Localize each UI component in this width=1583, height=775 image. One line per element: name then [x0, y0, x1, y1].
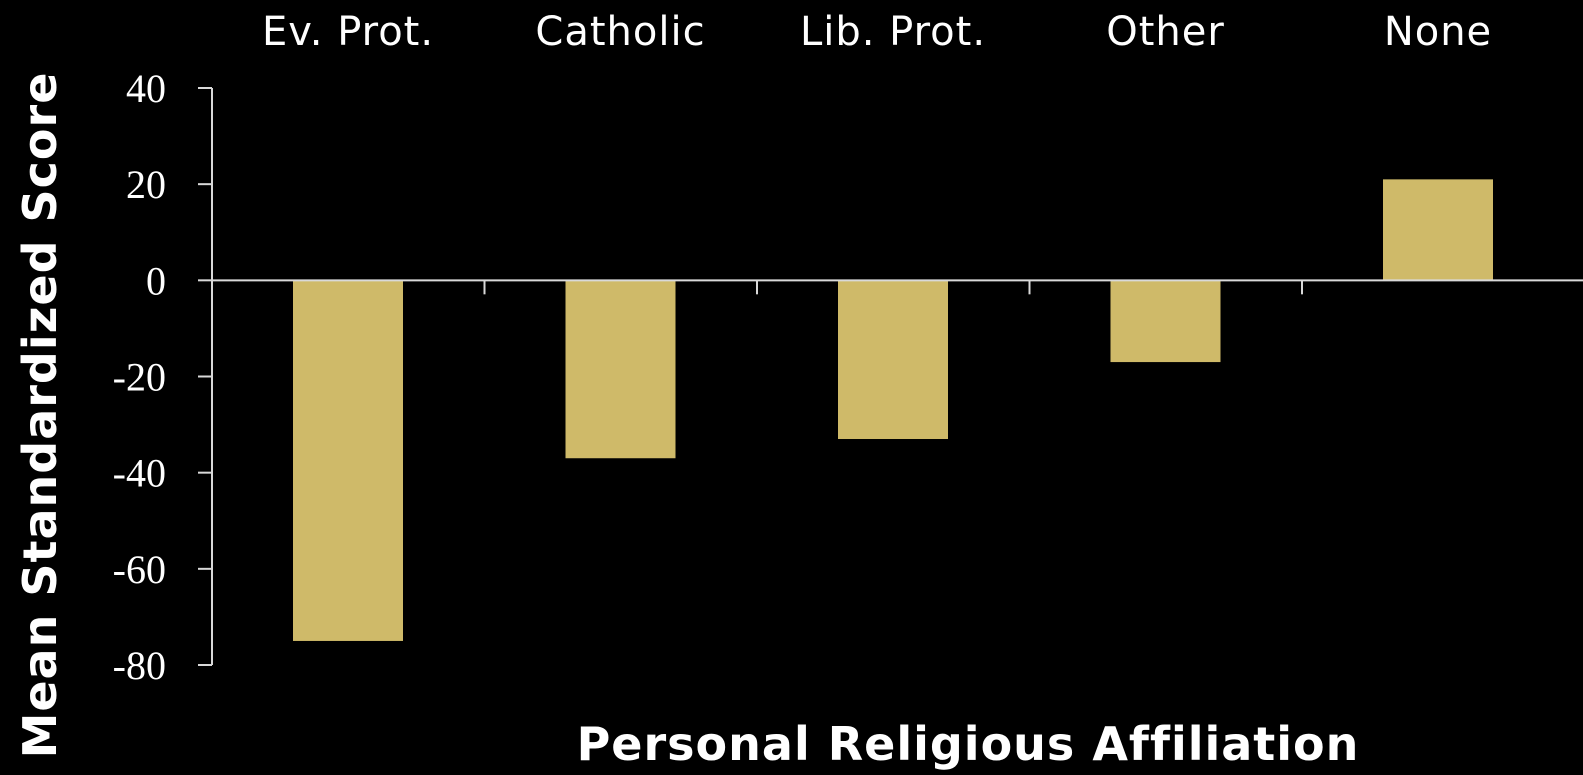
bar-none [1383, 179, 1493, 281]
category-labels: Ev. Prot. Catholic Lib. Prot. Other None [262, 9, 1492, 55]
category-label: Ev. Prot. [262, 9, 434, 55]
bar-other [1110, 280, 1221, 363]
y-tick-label: -20 [113, 355, 166, 400]
bars [293, 179, 1493, 641]
y-tick-label: -80 [113, 643, 166, 688]
category-label: Catholic [535, 9, 705, 55]
bar-catholic [565, 280, 676, 459]
y-axis-title: Mean Standardized Score [13, 72, 67, 759]
y-tick-label: -40 [113, 451, 166, 496]
category-label: None [1384, 9, 1492, 55]
x-axis-title: Personal Religious Affiliation [577, 717, 1360, 771]
bar-ev-prot [293, 280, 403, 641]
y-tick-label: -60 [113, 547, 166, 592]
category-label: Other [1106, 9, 1225, 55]
y-tick-label: 20 [126, 162, 166, 207]
y-tick-label: 0 [146, 258, 166, 303]
axes [198, 87, 1583, 666]
y-tick-label: 40 [126, 66, 166, 111]
y-tick-labels: 40 20 0 -20 -40 -60 -80 [113, 66, 166, 688]
bar-lib-prot [838, 280, 948, 440]
category-label: Lib. Prot. [800, 9, 986, 55]
